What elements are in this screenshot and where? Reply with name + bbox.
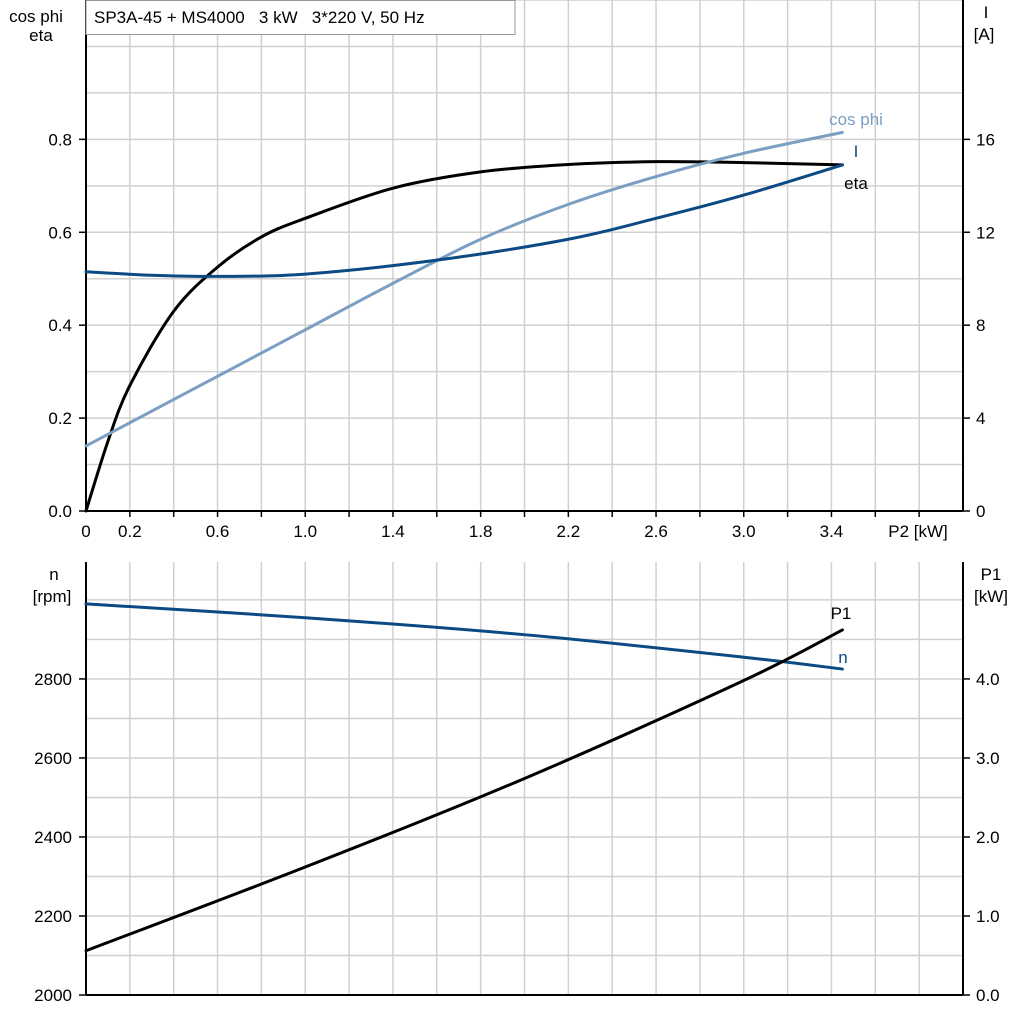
y-left-tick-label: 0.4 xyxy=(48,316,72,335)
top-left-axis-label-1: cos phi xyxy=(9,7,63,26)
x-tick-label: 0.2 xyxy=(118,522,142,541)
curve-n xyxy=(84,602,844,671)
title-box xyxy=(85,0,516,35)
curves xyxy=(84,130,844,953)
y-left-tick-label: 2400 xyxy=(34,828,72,847)
y-left-tick-label: 2800 xyxy=(34,670,72,689)
x-tick-label: 3.4 xyxy=(820,522,844,541)
y-left-tick-label: 0.0 xyxy=(48,502,72,521)
x-tick-label: 2.6 xyxy=(644,522,668,541)
y-right-tick-label: 4 xyxy=(976,409,985,428)
x-axis-label: P2 [kW] xyxy=(888,522,948,541)
top-right-axis-label-2: [A] xyxy=(974,25,995,44)
bottom-right-axis-label-2: [kW] xyxy=(974,587,1008,606)
y-right-tick-label: 1.0 xyxy=(976,907,1000,926)
bottom-right-axis-label-1: P1 xyxy=(981,565,1002,584)
tick-labels: 0 0.2 0.6 1.0 1.4 1.8 2.2 2.6 3.0 3.4 0.0 0.2 0.4 0.6… xyxy=(34,130,999,1005)
x-tick-label: 1.4 xyxy=(381,522,405,541)
y-right-tick-label: 12 xyxy=(976,223,995,242)
y-right-tick-label: 0 xyxy=(976,502,985,521)
x-tick-label: 1.8 xyxy=(469,522,493,541)
y-left-tick-label: 0.8 xyxy=(48,130,72,149)
curve-cos-phi xyxy=(84,130,844,448)
x-tick-label: 2.2 xyxy=(557,522,581,541)
y-left-tick-label: 2200 xyxy=(34,907,72,926)
y-left-tick-label: 2000 xyxy=(34,986,72,1005)
curve-p1 xyxy=(84,628,844,953)
bottom-left-axis-label-2: [rpm] xyxy=(33,587,72,606)
x-tick-label: 3.0 xyxy=(732,522,756,541)
x-tick-label: 0.6 xyxy=(206,522,230,541)
series-label-p1: P1 xyxy=(831,604,852,623)
y-right-tick-label: 3.0 xyxy=(976,749,1000,768)
y-right-tick-label: 0.0 xyxy=(976,986,1000,1005)
y-right-tick-label: 4.0 xyxy=(976,670,1000,689)
curve-i xyxy=(84,163,844,278)
curve-eta xyxy=(84,160,844,513)
y-right-tick-label: 2.0 xyxy=(976,828,1000,847)
y-left-tick-label: 2600 xyxy=(34,749,72,768)
x-tick-label: 0 xyxy=(81,522,90,541)
series-label-n: n xyxy=(838,648,847,667)
chart-title: SP3A-45 + MS4000 3 kW 3*220 V, 50 Hz xyxy=(94,8,425,27)
y-left-tick-label: 0.2 xyxy=(48,409,72,428)
grid-top xyxy=(86,0,963,511)
top-left-axis-label-2: eta xyxy=(29,26,53,45)
series-label-cos-phi: cos phi xyxy=(829,110,883,129)
series-label-i: I xyxy=(854,142,859,161)
top-right-axis-label-1: I xyxy=(984,3,989,22)
y-left-tick-label: 0.6 xyxy=(48,223,72,242)
x-tick-label: 1.0 xyxy=(293,522,317,541)
y-right-tick-label: 8 xyxy=(976,316,985,335)
grid-bottom xyxy=(86,562,963,995)
axes xyxy=(79,0,970,996)
bottom-left-axis-label-1: n xyxy=(49,565,58,584)
series-label-eta: eta xyxy=(844,174,868,193)
y-right-tick-label: 16 xyxy=(976,130,995,149)
